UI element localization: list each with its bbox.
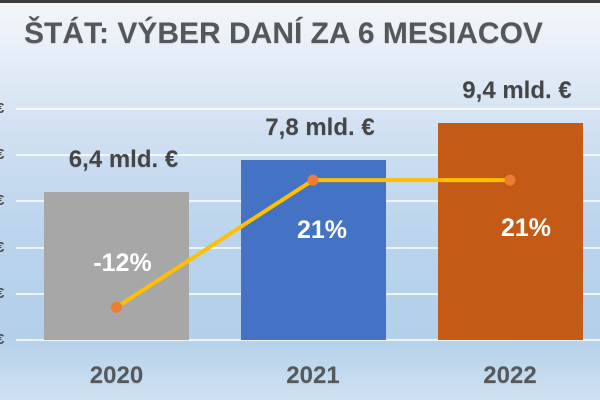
y-axis-tick-label: €	[0, 192, 5, 210]
x-axis-label-2021: 2021	[286, 362, 340, 389]
pct-label-2022: 21%	[500, 214, 552, 243]
bar-value-label-2022: 9,4 mld. €	[462, 76, 572, 104]
bar-2020	[44, 192, 189, 340]
y-axis-tick-label: €	[0, 331, 5, 348]
chart-title: ŠTÁT: VÝBER DANÍ ZA 6 MESIACOV	[24, 17, 543, 50]
x-axis-label-2022: 2022	[483, 362, 537, 389]
y-axis-tick-label: €	[0, 100, 5, 117]
gridline	[16, 108, 600, 110]
y-axis-tick-label: €	[0, 284, 5, 302]
line-marker-2021	[307, 174, 319, 186]
bar-value-label-2021: 7,8 mld. €	[265, 113, 375, 141]
y-axis-tick-label: €	[0, 238, 5, 256]
pct-label-2020: -12%	[93, 249, 152, 278]
y-axis-tick-label: €	[0, 146, 5, 164]
x-axis-label-2020: 2020	[89, 362, 144, 389]
gridline	[16, 154, 600, 157]
gridline	[16, 339, 600, 341]
line-marker-2022	[504, 174, 516, 186]
pct-label-2021: 21%	[296, 216, 348, 245]
bar-value-label-2020: 6,4 mld. €	[68, 146, 179, 174]
line-marker-2020	[111, 301, 122, 313]
top-border	[0, 0, 600, 3]
bar-2022	[437, 122, 583, 340]
bar-2021	[240, 159, 386, 340]
